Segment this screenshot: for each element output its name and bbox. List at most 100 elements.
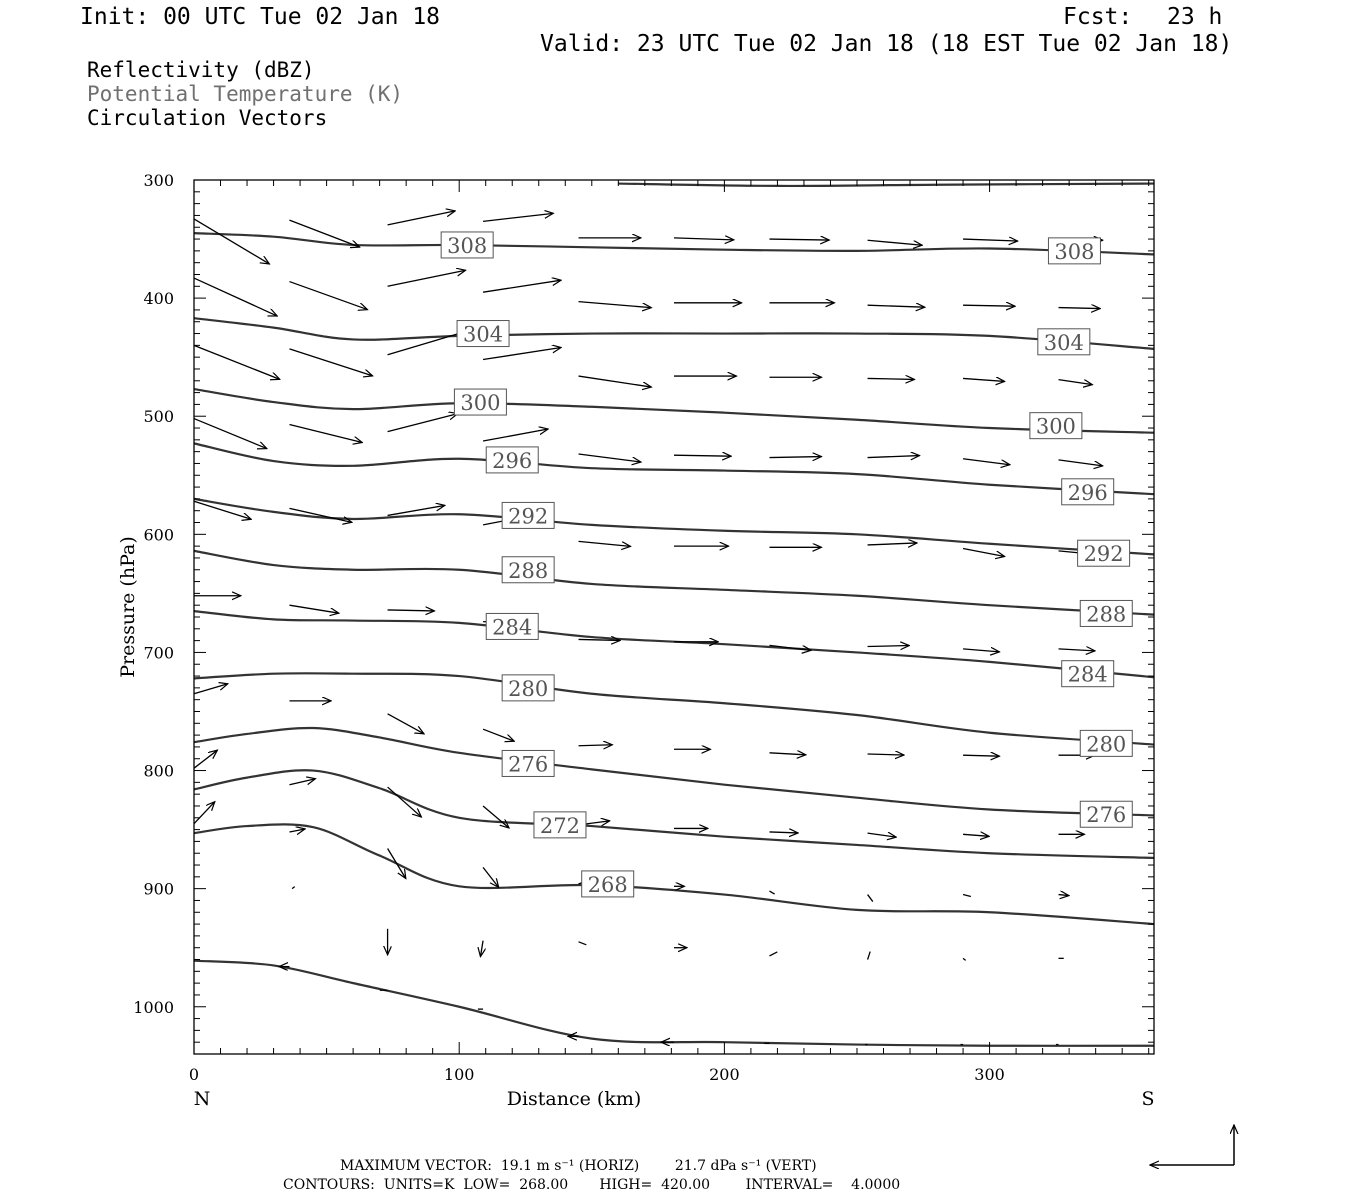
circulation-vector bbox=[867, 894, 874, 902]
circulation-vector bbox=[480, 940, 483, 957]
circulation-vector bbox=[769, 239, 829, 240]
circulation-vector bbox=[289, 779, 315, 786]
circulation-vector bbox=[193, 802, 215, 825]
circulation-vector bbox=[963, 755, 999, 756]
contour-label: 300 bbox=[1036, 415, 1076, 439]
contour-label: 276 bbox=[1086, 803, 1126, 827]
theta-contour bbox=[193, 549, 1155, 616]
contour-label-box bbox=[1037, 328, 1091, 356]
contour-label: 304 bbox=[463, 323, 503, 347]
circulation-vector bbox=[867, 543, 917, 545]
circulation-vector bbox=[193, 344, 280, 379]
circulation-vector bbox=[578, 941, 587, 946]
contour-label-box bbox=[440, 231, 494, 259]
circulation-vector bbox=[193, 277, 277, 316]
circulation-vector bbox=[769, 753, 805, 755]
circulation-vector bbox=[578, 540, 631, 546]
circulation-vector bbox=[1058, 378, 1093, 385]
theta-contour bbox=[193, 672, 1155, 746]
theta-contour bbox=[193, 726, 1155, 817]
theta-contour bbox=[618, 182, 1155, 188]
circulation-vector bbox=[482, 280, 561, 293]
circulation-vector bbox=[673, 455, 731, 456]
contour-label: 284 bbox=[1068, 663, 1108, 687]
circulation-vector bbox=[962, 893, 972, 898]
y-axis-title: Pressure (hPa) bbox=[117, 536, 139, 678]
forecast-label: Fcst: bbox=[1063, 4, 1133, 30]
contour-label: 304 bbox=[1044, 331, 1084, 355]
contour-label: 308 bbox=[1054, 240, 1094, 264]
y-tick-label: 300 bbox=[143, 171, 174, 190]
x-axis-title: Distance (km) bbox=[507, 1088, 642, 1110]
circulation-vector bbox=[482, 805, 509, 828]
contour-label: 288 bbox=[508, 559, 548, 583]
y-tick-label: 500 bbox=[143, 407, 174, 426]
theta-contour bbox=[193, 232, 1155, 256]
circulation-vector bbox=[867, 305, 925, 307]
circulation-vector bbox=[962, 547, 1005, 556]
circulation-vector bbox=[387, 610, 435, 611]
contour-label-box bbox=[485, 612, 539, 640]
circulation-vector bbox=[769, 832, 798, 833]
contour-label: 288 bbox=[1086, 602, 1126, 626]
contour-label-box bbox=[453, 388, 507, 416]
y-tick-label: 400 bbox=[143, 289, 174, 308]
x-tick-label: 100 bbox=[444, 1065, 475, 1084]
contour-label-box bbox=[1079, 800, 1133, 828]
circulation-vector bbox=[482, 429, 548, 442]
circulation-vector bbox=[1058, 308, 1101, 309]
circulation-vector bbox=[387, 505, 445, 517]
circulation-vector bbox=[289, 219, 359, 247]
x-tick-label: 0 bbox=[189, 1065, 199, 1084]
circulation-vector bbox=[289, 280, 367, 310]
theta-contour bbox=[193, 442, 1155, 496]
circulation-vector bbox=[963, 834, 989, 836]
contour-label-box bbox=[501, 674, 555, 702]
x-tick-label: 300 bbox=[974, 1065, 1005, 1084]
theta-contour bbox=[193, 959, 1155, 1047]
contour-label-box bbox=[581, 870, 635, 898]
circulation-vector bbox=[673, 238, 734, 240]
circulation-vector bbox=[387, 713, 424, 734]
circulation-vector bbox=[769, 644, 811, 650]
x-tick-label: 200 bbox=[709, 1065, 740, 1084]
y-tick-label: 600 bbox=[143, 525, 174, 544]
contour-label: 280 bbox=[508, 677, 548, 701]
contour-label-box bbox=[456, 320, 510, 348]
circulation-vector bbox=[962, 458, 1010, 465]
forecast-hour: 23 h bbox=[1167, 4, 1223, 30]
theta-contour bbox=[193, 317, 1155, 350]
circulation-vector bbox=[769, 890, 775, 895]
circulation-vector bbox=[578, 745, 613, 746]
field-label-vectors: Circulation Vectors bbox=[87, 106, 328, 130]
contour-label-box bbox=[1061, 660, 1115, 688]
contour-label: 284 bbox=[492, 615, 532, 639]
contour-label-box bbox=[485, 446, 539, 474]
circulation-vector bbox=[193, 417, 267, 449]
contour-label: 272 bbox=[540, 814, 580, 838]
circulation-vector bbox=[1058, 649, 1095, 651]
contour-label-box bbox=[1061, 478, 1115, 506]
circulation-vector bbox=[867, 646, 910, 647]
circulation-vector bbox=[482, 348, 561, 361]
contour-label: 296 bbox=[492, 449, 532, 473]
contour-label: 268 bbox=[588, 873, 628, 897]
theta-contour bbox=[193, 769, 1155, 860]
x-axis-north-label: N bbox=[194, 1088, 211, 1110]
circulation-vector bbox=[867, 378, 915, 379]
field-label-reflectivity: Reflectivity (dBZ) bbox=[87, 58, 315, 82]
y-tick-label: 800 bbox=[143, 762, 174, 781]
contour-label-box bbox=[1079, 599, 1133, 627]
circulation-vector bbox=[387, 414, 458, 433]
circulation-vector bbox=[963, 305, 1015, 306]
circulation-vector bbox=[963, 239, 1018, 241]
circulation-vector bbox=[193, 684, 228, 695]
circulation-vector bbox=[289, 348, 372, 376]
contour-label: 280 bbox=[1086, 732, 1126, 756]
contour-label-box bbox=[533, 811, 587, 839]
contour-label: 308 bbox=[447, 234, 487, 258]
max-vector-note: MAXIMUM VECTOR: 19.1 m s⁻¹ (HORIZ) 21.7 … bbox=[340, 1158, 817, 1174]
circulation-vector bbox=[962, 957, 967, 961]
circulation-vector bbox=[387, 848, 406, 878]
y-tick-label: 1000 bbox=[133, 998, 174, 1017]
